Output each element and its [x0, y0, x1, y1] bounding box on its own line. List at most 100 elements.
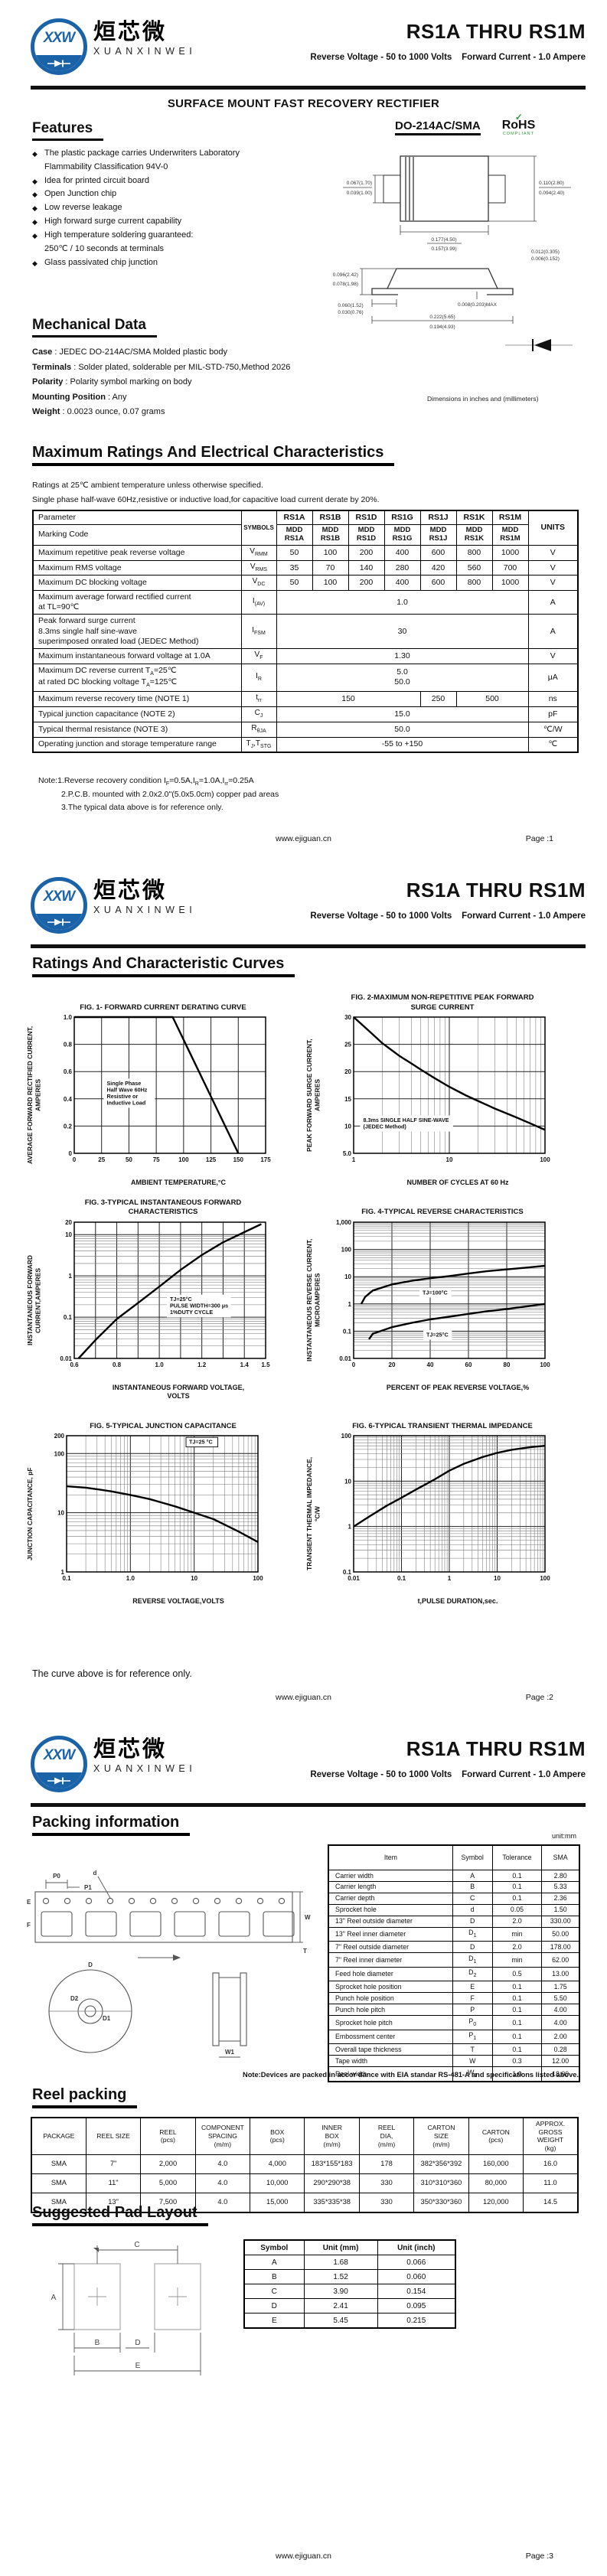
table-row: Overall tape thickness T 0.1 0.28 [328, 2043, 580, 2056]
svg-text:1.5: 1.5 [262, 1361, 271, 1368]
table-row: E 5.45 0.215 [243, 2313, 456, 2329]
header-rule [31, 1803, 586, 1807]
svg-text:20: 20 [65, 1219, 72, 1226]
header-rule [31, 944, 586, 948]
table-row: Sprocket hole d 0.05 1.50 [328, 1903, 580, 1916]
chart-annotation: TJ=25°C [426, 1331, 449, 1338]
chart-annotation: (JEDEC Method) [364, 1123, 407, 1130]
table-header-row: PACKAGE REEL SIZE REEL (pcs) COMPONENT SPACIN… [31, 2117, 579, 2155]
table-row: Typical junction capacitance (NOTE 2) CJ 1… [32, 706, 579, 722]
table-row: Punch hole pitch P 0.1 4.00 [328, 2004, 580, 2017]
company-logo: XXW 烜芯微 XUANXINWEI [31, 18, 196, 75]
dim-label: 0.006(0.152) [531, 256, 560, 262]
ratings-table: Parameter SYMBOLS RS1A RS1B RS1D RS1G RS1J RS1K… [32, 510, 579, 754]
package-outline-drawing: 0.067(1.70) 0.039(1.00) 0.110(2.80) 0.09… [333, 155, 573, 351]
feature-item: ◆ Glass passivated chip junction [32, 257, 158, 267]
svg-text:150: 150 [233, 1156, 244, 1163]
part-subtitle: Reverse Voltage - 50 to 1000 Volts Forwa… [310, 1770, 586, 1779]
part-number-title: RS1A THRU RS1M [406, 20, 586, 43]
fig2-peak-surge-current-chart: FIG. 2-MAXIMUM NON-REPETITIVE PEAK FORWA… [305, 993, 579, 1188]
svg-text:0.2: 0.2 [64, 1123, 73, 1130]
curve [368, 1303, 546, 1340]
footer-page-number: Page :1 [525, 834, 553, 843]
svg-text:25: 25 [99, 1156, 106, 1163]
tape-dim-label: D1 [103, 2015, 111, 2022]
note-line: Note:1.Reverse recovery condition IF=0.5… [38, 776, 254, 787]
svg-text:1.0: 1.0 [64, 1014, 73, 1021]
logo-monogram: XXW [43, 30, 75, 46]
table-row: 7" Reel outside diameter D 2.0 178.00 [328, 1941, 580, 1954]
mech-data-line: Case : JEDEC DO-214AC/SMA Molded plastic… [32, 347, 227, 357]
dim-label: 0.094(2.40) [539, 191, 564, 196]
chart-annotation: PULSE WIDTH=300 μs [170, 1302, 228, 1309]
svg-text:1.0: 1.0 [126, 1575, 135, 1582]
table-row: Maximum RMS voltage VRMS 35 70 140 280 420 560 7… [32, 559, 579, 576]
page-header: XXW 烜芯微 XUANXINWEI RS1A THRU RS1M Revers… [31, 15, 586, 84]
brand-name-english: XUANXINWEI [93, 46, 197, 57]
chart-title: FIG. 5-TYPICAL JUNCTION CAPACITANCE [90, 1421, 237, 1430]
svg-text:100: 100 [178, 1156, 189, 1163]
chart-annotation: TJ=25 °C [189, 1439, 213, 1446]
svg-text:1: 1 [69, 1273, 73, 1280]
feature-item: ◆ Idea for printed circuit board [32, 175, 149, 185]
svg-text:0.6: 0.6 [70, 1361, 80, 1368]
footer-page-number: Page :3 [525, 2552, 553, 2561]
svg-text:0.1: 0.1 [343, 1328, 352, 1335]
feature-item: ◆ Open Junction chip [32, 189, 117, 199]
logo-circle-icon: XXW [31, 1736, 87, 1792]
curve [74, 1016, 240, 1154]
chart-title: FIG. 2-MAXIMUM NON-REPETITIVE PEAK FORWA… [351, 993, 534, 1012]
svg-text:10: 10 [57, 1510, 64, 1517]
table-header-row: Item Symbol Tolerance SMA [328, 1844, 580, 1870]
svg-text:0: 0 [352, 1361, 356, 1368]
svg-text:80: 80 [504, 1361, 511, 1368]
chart-x-axis-label: NUMBER OF CYCLES AT 60 Hz [406, 1179, 509, 1186]
svg-text:1.0: 1.0 [155, 1361, 165, 1368]
logo-circle-icon: XXW [31, 877, 87, 934]
reel-packing-heading: Reel packing [32, 2086, 138, 2108]
logo-diode-band [34, 1772, 83, 1789]
svg-text:100: 100 [540, 1156, 551, 1163]
svg-text:5.0: 5.0 [343, 1150, 352, 1157]
dim-label: 0.222(5.65) [429, 315, 455, 320]
table-row: Feed hole diameter D2 0.5 13.00 [328, 1966, 580, 1982]
svg-text:1.2: 1.2 [197, 1361, 207, 1368]
svg-text:1,000: 1,000 [336, 1219, 352, 1226]
package-name: DO-214AC/SMA [395, 119, 481, 135]
mech-data-line: Terminals : Solder plated, solderable pe… [32, 362, 291, 372]
dim-label: 0.039(1.00) [347, 191, 372, 196]
svg-text:10: 10 [344, 1478, 351, 1485]
table-row: Maximum instantaneous forward voltage at… [32, 647, 579, 664]
table-row: SMA 13" 7,500 4.0 15,000 335*335*38 330 350*330… [31, 2192, 579, 2213]
table-row: Maximum average forward rectified curren… [32, 590, 579, 615]
table-row: 13" Reel outside diameter D 2.0 330.00 [328, 1915, 580, 1928]
packing-table: Item Symbol Tolerance SMA Carrier width A 0.1 2… [328, 1844, 580, 2082]
footer-website: www.ejiguan.cn [276, 834, 331, 843]
dim-label: 0.110(2.80) [539, 181, 564, 186]
fig4-reverse-characteristics-chart: FIG. 4-TYPICAL REVERSE CHARACTERISTICS IN… [305, 1198, 579, 1401]
chart-title: FIG. 1- FORWARD CURRENT DERATING CURVE [80, 1003, 246, 1012]
ratings-intro-line1: Ratings at 25℃ ambient temperature unles… [32, 481, 263, 490]
svg-text:75: 75 [153, 1156, 160, 1163]
chart-x-axis-label: PERCENT OF PEAK REVERSE VOLTAGE,% [386, 1383, 530, 1391]
feature-item-continuation: Flammability Classification 94V-0 [44, 161, 168, 171]
pad-dim-label: B [95, 2339, 100, 2347]
pad-layout-table: Symbol Unit (mm) Unit (inch) A 1.68 0.066 B 1.5… [243, 2239, 456, 2329]
chart-svg: 0 25 50 75 100 125 150 175 0 0.2 0.4 0.6 0.8 1.0 Singl… [64, 1014, 271, 1163]
packing-table-wrap: Item Symbol Tolerance SMA Carrier width A 0.1 2… [328, 1844, 580, 2082]
chart-svg: 0.6 0.8 1.0 1.2 1.4 1.5 0.01 0.1 1 10 20 TJ=25°CPUL… [60, 1219, 271, 1368]
part-number-title: RS1A THRU RS1M [406, 1737, 586, 1760]
svg-text:0.8: 0.8 [64, 1042, 73, 1048]
curve [66, 1485, 259, 1544]
table-row: 13" Reel inner diameter D1 min 50.00 [328, 1926, 580, 1942]
page-header: XXW 烜芯微 XUANXINWEI RS1A THRU RS1M Revers… [31, 1733, 586, 1802]
svg-text:100: 100 [341, 1433, 352, 1440]
curve [77, 1223, 263, 1359]
svg-text:0.1: 0.1 [62, 1575, 71, 1582]
header-rule [31, 86, 586, 90]
footer-website: www.ejiguan.cn [276, 2552, 331, 2561]
polarity-diode-icon [505, 338, 573, 351]
chart-annotation: TJ=100°C [423, 1289, 448, 1296]
